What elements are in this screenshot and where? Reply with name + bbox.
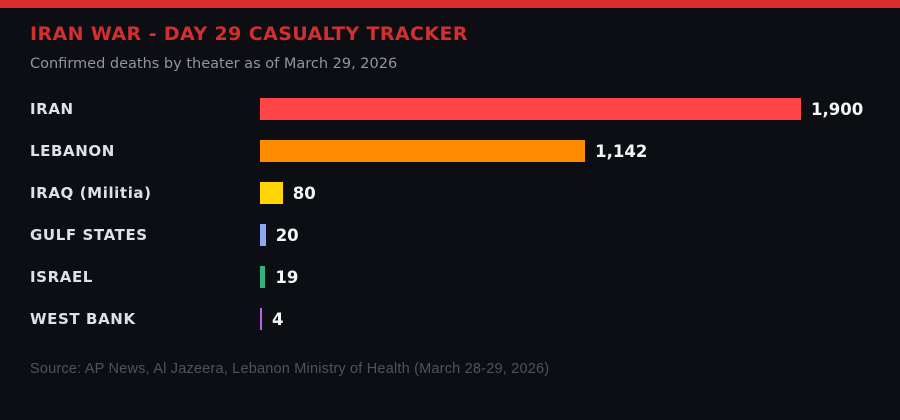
chart-row: IRAQ (Militia) 80 bbox=[30, 172, 870, 214]
top-accent-bar bbox=[0, 0, 900, 8]
category-label: ISRAEL bbox=[30, 268, 93, 286]
page-title: IRAN WAR - DAY 29 CASUALTY TRACKER bbox=[30, 23, 468, 45]
chart-row: IRAN 1,900 bbox=[30, 88, 870, 130]
bar bbox=[260, 140, 586, 162]
value-label: 4 bbox=[272, 309, 284, 329]
chart-row: ISRAEL 19 bbox=[30, 256, 870, 298]
page-subtitle: Confirmed deaths by theater as of March … bbox=[30, 56, 398, 72]
value-label: 19 bbox=[275, 267, 299, 287]
bar bbox=[260, 224, 266, 246]
content-area: IRAN WAR - DAY 29 CASUALTY TRACKER Confi… bbox=[0, 23, 900, 377]
category-label: IRAN bbox=[30, 100, 74, 118]
chart-row: LEBANON 1,142 bbox=[30, 130, 870, 172]
category-label: GULF STATES bbox=[30, 226, 148, 244]
category-label: LEBANON bbox=[30, 142, 115, 160]
bar bbox=[260, 98, 801, 120]
value-label: 1,142 bbox=[595, 141, 648, 161]
bar bbox=[260, 266, 266, 288]
category-label: WEST BANK bbox=[30, 310, 136, 328]
source-note: Source: AP News, Al Jazeera, Lebanon Min… bbox=[30, 361, 550, 377]
bar bbox=[260, 182, 283, 204]
infographic: IRAN WAR - DAY 29 CASUALTY TRACKER Confi… bbox=[0, 0, 900, 377]
bar-chart: IRAN 1,900 LEBANON 1,142 IRAQ (Militia) 80 GUL… bbox=[30, 88, 870, 340]
value-label: 80 bbox=[292, 183, 316, 203]
bar bbox=[260, 308, 262, 330]
chart-row: GULF STATES 20 bbox=[30, 214, 870, 256]
category-label: IRAQ (Militia) bbox=[30, 184, 152, 202]
value-label: 20 bbox=[275, 225, 299, 245]
chart-row: WEST BANK 4 bbox=[30, 298, 870, 340]
value-label: 1,900 bbox=[811, 99, 864, 119]
